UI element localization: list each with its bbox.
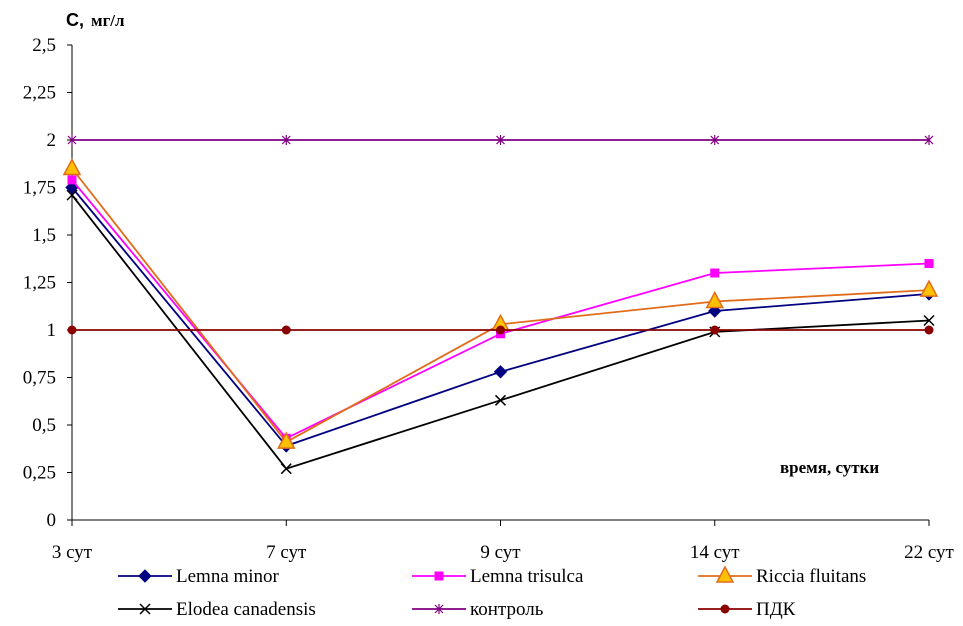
legend-item: ПДК — [698, 599, 796, 620]
x-tick-label: 22 сут — [904, 542, 954, 563]
series-4 — [67, 135, 934, 145]
data-point — [710, 325, 720, 335]
y-axis-label-symbol: С, — [66, 10, 84, 30]
legend-label: Elodea canadensis — [176, 599, 316, 620]
data-point — [710, 135, 720, 145]
data-point — [496, 325, 505, 335]
y-axis-label-unit: мг/л — [91, 11, 125, 30]
data-point — [919, 279, 939, 297]
data-point — [923, 314, 935, 327]
y-tick-label: 2,25 — [23, 83, 56, 104]
legend-marker — [434, 604, 444, 614]
series-layer — [62, 135, 939, 475]
legend-item: Riccia fluitans — [698, 565, 866, 587]
data-point — [66, 189, 78, 201]
data-point — [67, 135, 77, 145]
data-point — [67, 325, 77, 335]
legend-label: Riccia fluitans — [756, 566, 866, 587]
data-point — [494, 394, 507, 406]
y-tick-label: 0,25 — [23, 463, 56, 484]
legend-marker — [139, 603, 151, 615]
data-point — [924, 259, 934, 268]
y-tick-label: 0,5 — [32, 415, 56, 436]
legend-item: Elodea canadensis — [118, 599, 316, 620]
y-tick-label: 1,75 — [23, 178, 56, 199]
legend-label: контроль — [470, 599, 544, 620]
series-1 — [67, 175, 934, 443]
y-tick-label: 1,5 — [32, 225, 56, 246]
y-tick-label: 2,5 — [32, 35, 56, 56]
data-point — [924, 325, 934, 335]
data-point — [496, 135, 505, 145]
series-5 — [67, 325, 934, 335]
data-point — [280, 463, 292, 475]
data-point — [67, 175, 77, 185]
data-point — [710, 268, 720, 278]
x-tick-label: 7 сут — [266, 542, 307, 563]
y-tick-labels: 0 0,25 0,5 0,75 1 1,25 1,5 1,75 2 2,25 2,5 — [23, 35, 56, 531]
data-point — [493, 365, 508, 379]
axes — [67, 44, 930, 526]
data-point — [62, 157, 82, 176]
x-tick-label: 14 сут — [690, 542, 740, 563]
legend-item: контроль — [412, 599, 544, 620]
x-axis-label: время, сутки — [780, 458, 879, 477]
legend-marker — [434, 571, 444, 581]
data-point — [277, 431, 296, 449]
legend-marker — [138, 569, 152, 583]
legend-item: Lemna trisulca — [412, 566, 584, 587]
legend-item: Lemna minor — [118, 566, 280, 587]
legend-marker — [720, 604, 730, 614]
legend-label: Lemna trisulca — [470, 566, 584, 587]
data-point — [705, 290, 724, 309]
y-tick-label: 2 — [47, 130, 57, 151]
x-tick-label: 9 сут — [480, 542, 521, 563]
y-tick-label: 1,25 — [23, 273, 56, 294]
data-point — [924, 135, 934, 145]
legend-label: Lemna minor — [176, 566, 280, 587]
x-tick-label: 3 сут — [52, 542, 93, 563]
legend: Lemna minor Lemna trisulca Riccia fluitans… — [118, 565, 866, 620]
series-2 — [62, 157, 939, 449]
y-tick-label: 1 — [47, 320, 57, 341]
y-tick-label: 0,75 — [23, 368, 56, 389]
legend-label: ПДК — [756, 599, 796, 620]
legend-marker — [715, 565, 735, 583]
y-tick-label: 0 — [47, 510, 57, 531]
x-tick-labels: 3 сут 7 сут 9 сут 14 сут 22 сут — [52, 542, 955, 563]
data-point — [281, 135, 291, 145]
data-point — [281, 325, 291, 335]
